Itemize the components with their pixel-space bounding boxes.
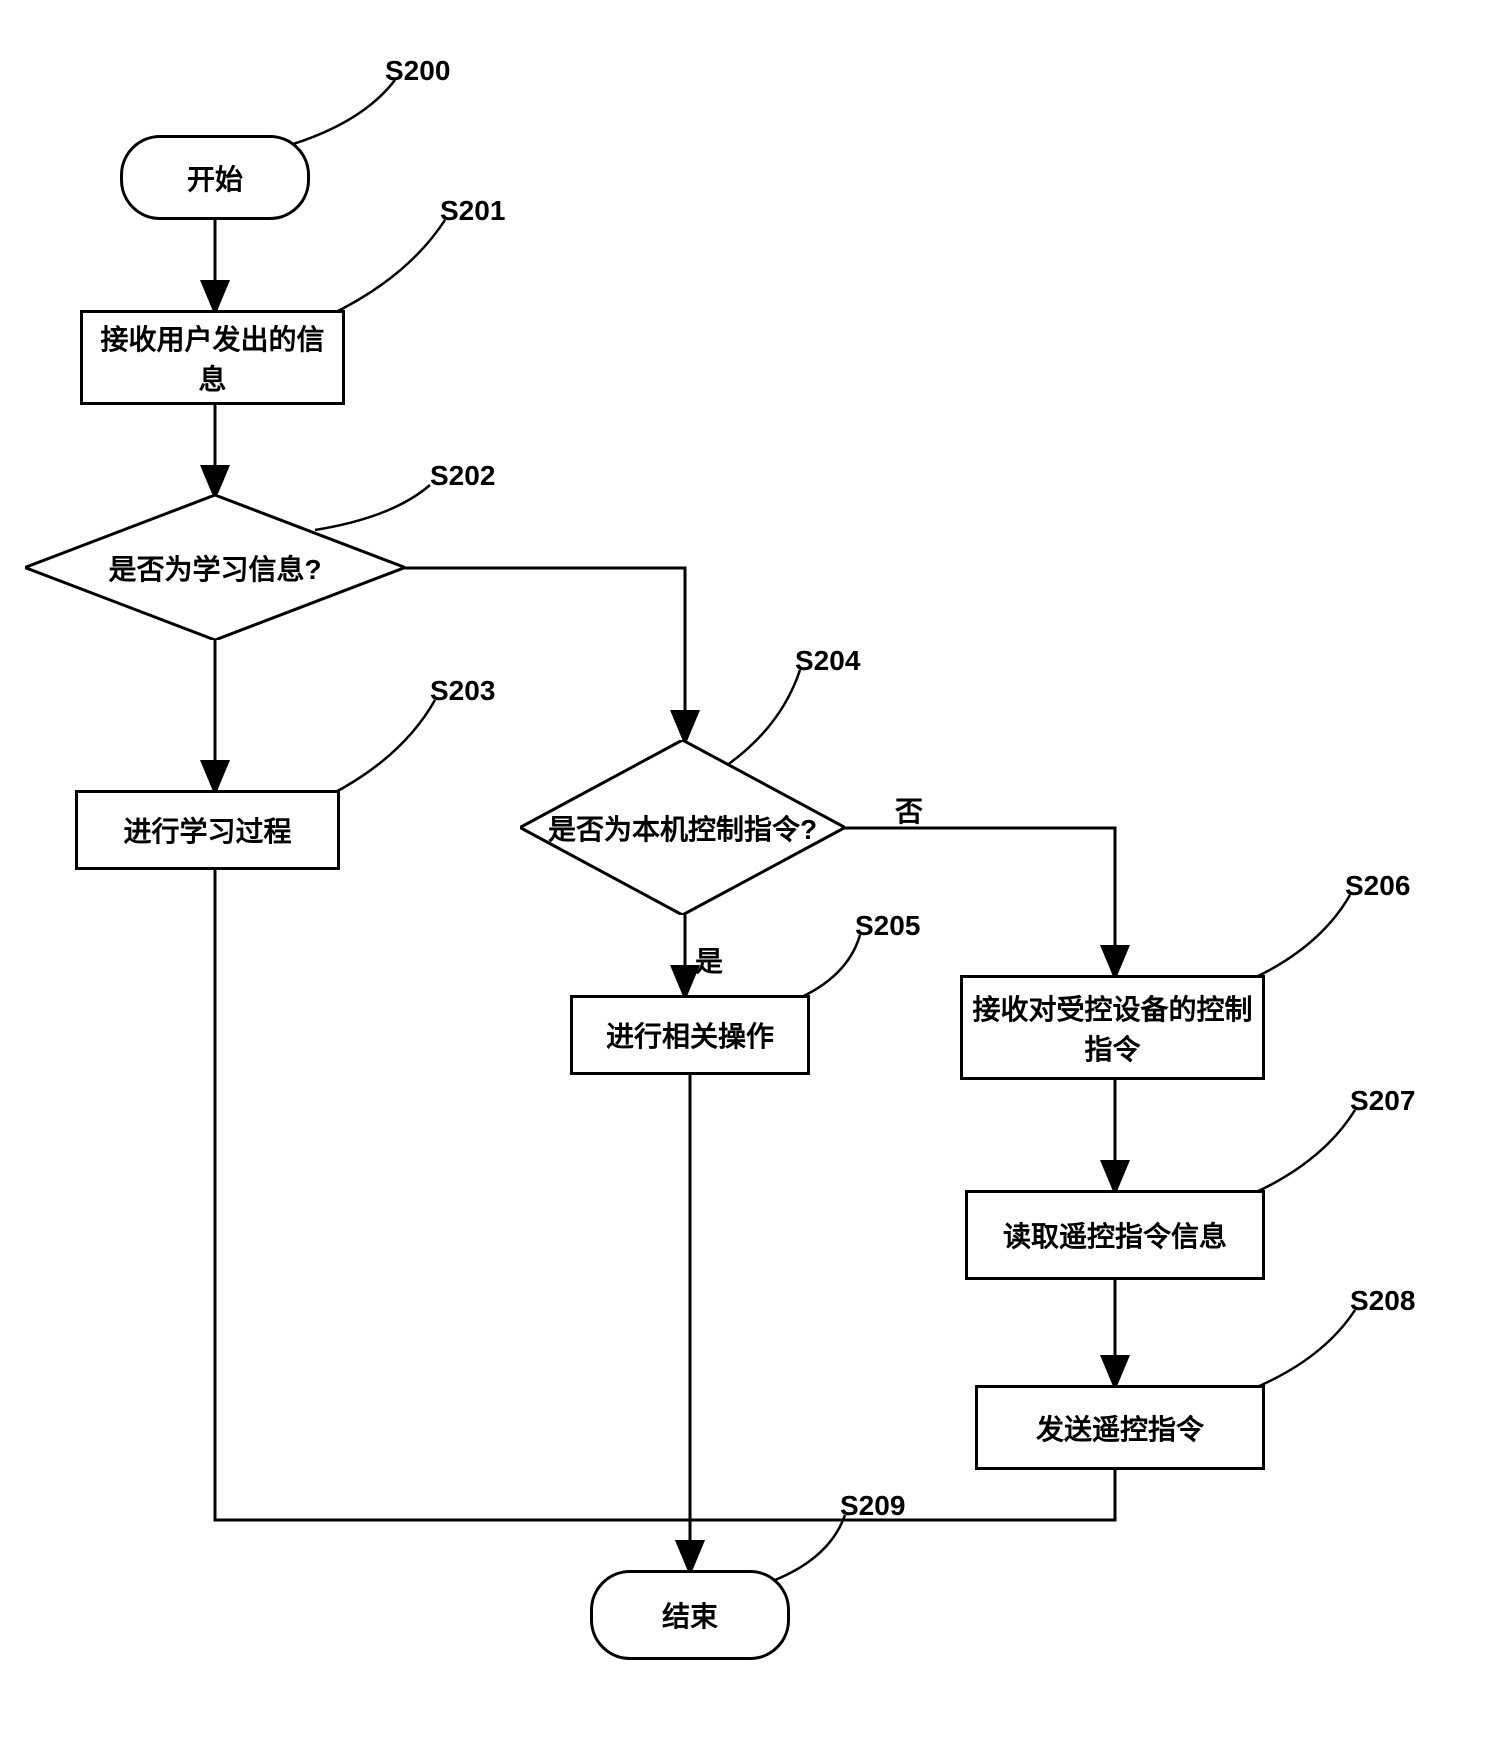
node-end-text: 结束	[662, 1595, 718, 1635]
node-s204-text: 是否为本机控制指令?	[548, 808, 817, 848]
node-start-text: 开始	[187, 158, 243, 198]
label-s204: S204	[795, 645, 860, 677]
label-s202: S202	[430, 460, 495, 492]
label-s201: S201	[440, 195, 505, 227]
label-s205: S205	[855, 910, 920, 942]
node-s205: 进行相关操作	[570, 995, 810, 1075]
label-s204-yes: 是	[695, 940, 723, 980]
node-s206: 接收对受控设备的控制指令	[960, 975, 1265, 1080]
node-s201-text: 接收用户发出的信息	[91, 318, 334, 398]
node-s207: 读取遥控指令信息	[965, 1190, 1265, 1280]
flowchart-container: 开始 S200 接收用户发出的信息 S201 是否为学习信息? S202 进行学…	[0, 0, 1505, 1738]
node-end: 结束	[590, 1570, 790, 1660]
node-s206-text: 接收对受控设备的控制指令	[971, 988, 1254, 1068]
label-s208: S208	[1350, 1285, 1415, 1317]
node-s208: 发送遥控指令	[975, 1385, 1265, 1470]
node-start: 开始	[120, 135, 310, 220]
node-s202: 是否为学习信息?	[25, 495, 405, 640]
node-s207-text: 读取遥控指令信息	[1003, 1215, 1227, 1255]
label-s203: S203	[430, 675, 495, 707]
label-s204-no: 否	[895, 790, 923, 830]
node-s203-text: 进行学习过程	[123, 810, 291, 850]
node-s201: 接收用户发出的信息	[80, 310, 345, 405]
node-s204: 是否为本机控制指令?	[520, 740, 845, 915]
node-s203: 进行学习过程	[75, 790, 340, 870]
node-s208-text: 发送遥控指令	[1036, 1408, 1204, 1448]
label-s200: S200	[385, 55, 450, 87]
node-s202-text: 是否为学习信息?	[108, 548, 321, 588]
label-s209: S209	[840, 1490, 905, 1522]
label-s207: S207	[1350, 1085, 1415, 1117]
label-s206: S206	[1345, 870, 1410, 902]
node-s205-text: 进行相关操作	[606, 1015, 774, 1055]
